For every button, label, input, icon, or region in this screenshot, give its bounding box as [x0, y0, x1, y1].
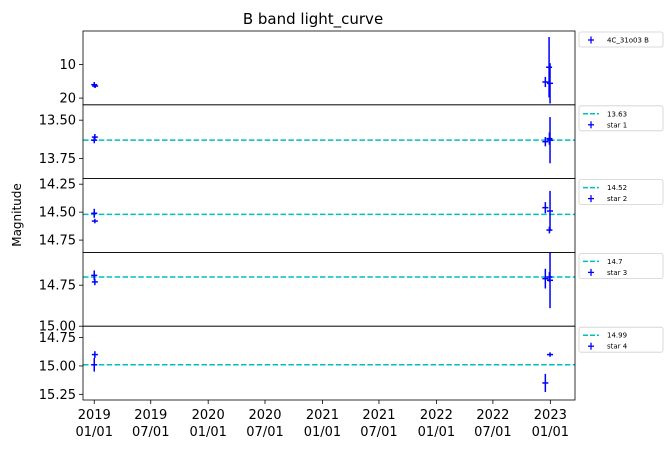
panel-4: 14.75 15.00 14.7 star 3	[39, 251, 664, 335]
data-point	[547, 63, 554, 104]
legend-series-label: star 4	[607, 343, 628, 351]
data-point	[542, 202, 549, 214]
panel-frame	[82, 251, 576, 327]
data-point	[546, 37, 553, 98]
y-tick-label: 15.00	[39, 359, 76, 374]
legend: 13.63 star 1	[578, 105, 664, 132]
legend-box	[578, 105, 664, 132]
x-tick-label-date: 07/01	[132, 425, 169, 440]
x-tick-label-date: 01/01	[532, 425, 569, 440]
x-tick-label-year: 2023	[534, 408, 567, 423]
legend: 14.7 star 3	[578, 252, 664, 279]
data-point	[91, 357, 98, 372]
x-tick-label-year: 2019	[134, 408, 167, 423]
data-point	[91, 278, 98, 286]
data-point	[542, 373, 549, 393]
x-tick-label-date: 07/01	[246, 425, 283, 440]
data-point	[542, 76, 549, 88]
legend-reference-label: 13.63	[607, 110, 627, 118]
panel-frame	[82, 30, 576, 106]
data-point	[547, 252, 554, 309]
y-tick-label: 20	[59, 92, 76, 107]
legend: 14.99 star 4	[578, 326, 664, 353]
data-point	[92, 84, 99, 89]
legend-reference-label: 14.99	[607, 332, 627, 340]
legend-series-label: star 3	[607, 269, 627, 277]
x-tick-label-date: 01/01	[76, 425, 113, 440]
panel-frame	[82, 325, 576, 401]
y-tick-label: 13.50	[39, 114, 76, 129]
panel-frame	[82, 178, 576, 253]
panel-3: 14.25 14.50 14.75 14.52 star 2	[39, 178, 664, 253]
legend-series-label: star 2	[607, 195, 627, 203]
panel-frame	[82, 104, 576, 180]
data-point	[547, 117, 554, 164]
legend-box	[578, 326, 664, 353]
x-tick-label-year: 2022	[476, 408, 509, 423]
panel-1: 10 20 4C_31o03 B	[59, 30, 664, 107]
y-tick-label: 15.25	[39, 388, 76, 403]
y-tick-label: 14.25	[39, 178, 76, 193]
x-tick-label-date: 01/01	[189, 425, 226, 440]
legend-box	[578, 252, 664, 279]
data-point	[91, 134, 98, 141]
x-tick-label-year: 2020	[248, 408, 281, 423]
legend-box	[578, 179, 664, 206]
legend-box	[578, 31, 664, 48]
data-point	[91, 351, 98, 358]
x-tick-label-date: 07/01	[360, 425, 397, 440]
y-tick-label: 14.75	[39, 331, 76, 346]
y-tick-label: 14.75	[39, 234, 76, 249]
y-axis-label: Magnitude	[10, 183, 24, 247]
x-tick-label-date: 07/01	[474, 425, 511, 440]
data-point	[547, 190, 554, 232]
x-tick-label-year: 2021	[362, 408, 395, 423]
legend-series-label: star 1	[607, 121, 627, 129]
x-tick-label-date: 01/01	[304, 425, 341, 440]
x-axis: 2019 01/01 2019 07/01 2020 01/01 2020 07/01 2021…	[76, 400, 569, 440]
data-point	[547, 352, 554, 357]
panel-5: 14.75 15.00 15.25 14.99 star 4	[39, 325, 664, 403]
y-tick-label: 14.50	[39, 206, 76, 221]
legend: 14.52 star 2	[578, 179, 664, 206]
legend-series-label: 4C_31o03 B	[607, 37, 649, 45]
y-tick-label: 13.75	[39, 152, 76, 167]
data-point	[542, 268, 549, 289]
y-tick-label: 14.75	[39, 279, 76, 294]
x-tick-label-year: 2022	[420, 408, 453, 423]
data-point	[542, 137, 549, 147]
panel-2: 13.50 13.75 13.63 star 1	[39, 104, 664, 180]
chart-title: B band light_curve	[243, 10, 383, 29]
x-tick-label-date: 01/01	[418, 425, 455, 440]
legend-reference-label: 14.52	[607, 184, 627, 192]
data-point	[91, 218, 98, 224]
y-tick-label: 15.00	[39, 320, 76, 335]
legend: 4C_31o03 B	[578, 31, 664, 48]
panels-layer: 10 20 4C_31o03 B 13.50 13.75 13.63 star 1 14.25…	[39, 30, 664, 403]
data-point	[91, 208, 98, 218]
x-tick-label-year: 2020	[192, 408, 225, 423]
x-tick-label-year: 2019	[78, 408, 111, 423]
legend-reference-label: 14.7	[607, 258, 623, 266]
y-tick-label: 10	[59, 58, 76, 73]
x-tick-label-year: 2021	[306, 408, 339, 423]
